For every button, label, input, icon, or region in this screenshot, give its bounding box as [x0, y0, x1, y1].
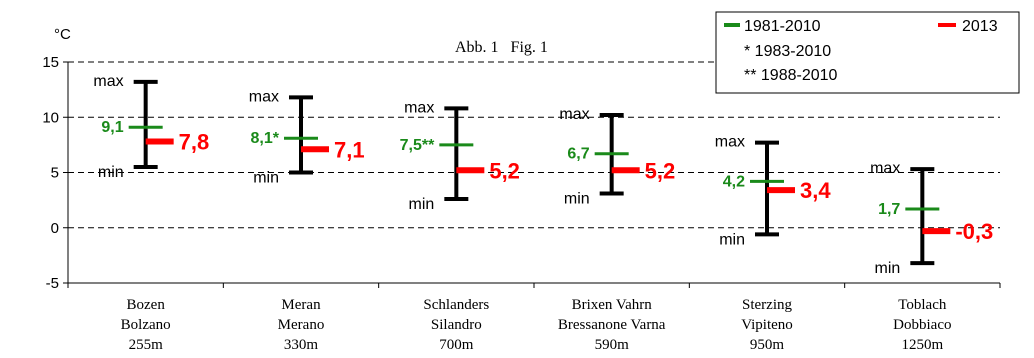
y-axis-unit-label: °C [54, 26, 71, 43]
current-mean-label: 5,2 [645, 158, 676, 183]
x-category-label: Brixen Vahrn [572, 297, 653, 313]
max-label: max [404, 99, 434, 116]
axes: -5 0 5 10 15 [42, 54, 1001, 292]
legend-current-label: 2013 [962, 18, 998, 35]
x-axis-labels: Bozen Bolzano 255m Meran Merano 330m Schlander… [121, 297, 952, 353]
legend-note-2: ** 1988-2010 [744, 67, 838, 84]
x-category-label: Meran [281, 297, 321, 313]
x-category-label: Bressanone Varna [558, 317, 666, 333]
y-tick-label: 10 [42, 109, 59, 126]
x-category-label: Schlanders [423, 297, 489, 313]
legend-note-1: * 1983-2010 [744, 43, 831, 60]
x-category-label: 950m [750, 337, 785, 353]
current-mean-label: -0,3 [955, 219, 993, 244]
x-category-label: 700m [439, 337, 474, 353]
min-label: min [719, 231, 745, 248]
x-category-label: 330m [284, 337, 319, 353]
reference-mean-label: 6,7 [567, 146, 589, 163]
x-category-label: Bolzano [121, 317, 171, 333]
reference-mean-label: 1,7 [878, 201, 900, 218]
gridlines [68, 61, 1000, 229]
max-label: max [715, 134, 745, 151]
x-category-label: Silandro [431, 317, 482, 333]
x-category-label: Merano [278, 317, 325, 333]
x-category-label: Sterzing [742, 297, 792, 313]
chart-title: Abb. 1 Fig. 1 [455, 39, 548, 56]
x-category-label: Toblach [898, 297, 947, 313]
current-mean-label: 7,1 [334, 137, 365, 162]
reference-mean-label: 7,5** [400, 137, 435, 154]
max-label: max [249, 88, 279, 105]
legend-box [715, 11, 1020, 94]
min-label: min [409, 196, 435, 213]
max-label: max [870, 160, 900, 177]
legend: 1981-2010 2013 * 1983-2010 ** 1988-2010 [715, 11, 1020, 94]
min-label: min [564, 190, 590, 207]
y-tick-label: 15 [42, 54, 59, 71]
x-category-label: Dobbiaco [893, 317, 951, 333]
current-mean-label: 7,8 [179, 130, 210, 155]
x-category-label: 255m [129, 337, 164, 353]
legend-reference-label: 1981-2010 [744, 18, 821, 35]
current-mean-label: 3,4 [800, 178, 831, 203]
x-category-label: Vipiteno [741, 317, 793, 333]
data-marks: max min 9,1 7,8 max min 8,1* 7,1 max min 7,5** 5,2 m… [93, 73, 993, 277]
min-label: min [875, 260, 901, 277]
y-tick-label: 5 [51, 165, 59, 182]
max-label: max [93, 73, 123, 90]
x-category-label: Bozen [127, 297, 166, 313]
min-label: min [98, 164, 124, 181]
x-category-label: 590m [595, 337, 630, 353]
reference-mean-label: 8,1* [251, 130, 280, 147]
current-mean-label: 5,2 [489, 158, 520, 183]
max-label: max [559, 106, 589, 123]
reference-mean-label: 9,1 [101, 119, 123, 136]
y-tick-label: 0 [51, 220, 59, 237]
x-category-label: 1250m [901, 337, 943, 353]
y-tick-label: -5 [46, 275, 59, 292]
reference-mean-label: 4,2 [723, 173, 745, 190]
min-label: min [253, 170, 279, 187]
